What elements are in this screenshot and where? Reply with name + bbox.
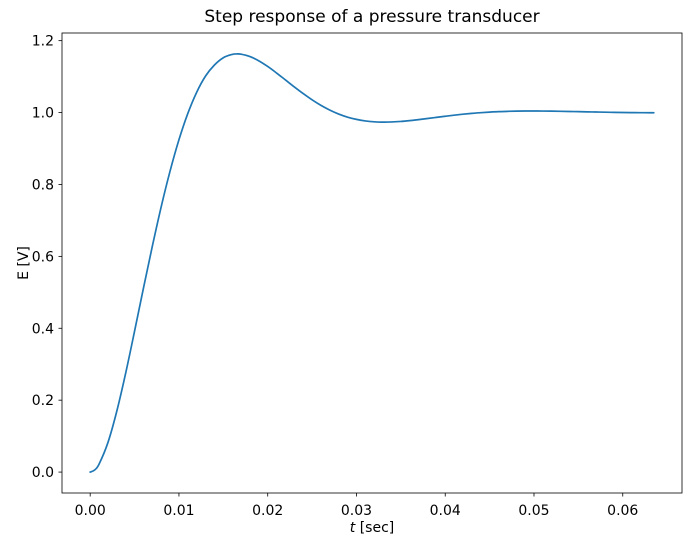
- x-axis-label-unit: [sec]: [355, 520, 395, 536]
- x-tick-label: 0.04: [430, 503, 461, 519]
- x-tick-label: 0.05: [518, 503, 549, 519]
- step-response-line: [89, 53, 655, 473]
- y-axis-label: E [V]: [16, 246, 32, 280]
- y-tick-label: 0.2: [32, 393, 54, 409]
- y-tick-label: 1.2: [32, 34, 54, 50]
- x-tick-label: 0.02: [252, 503, 283, 519]
- y-tick-label: 0.8: [32, 177, 54, 193]
- x-tick-label: 0.01: [163, 503, 194, 519]
- axes-frame: [61, 32, 683, 494]
- y-tick-label: 0.4: [32, 321, 54, 337]
- chart-title: Step response of a pressure transducer: [204, 7, 540, 27]
- x-tick-label: 0.03: [341, 503, 372, 519]
- x-tick-label: 0.06: [607, 503, 638, 519]
- y-tick-label: 1.0: [32, 106, 54, 122]
- x-tick-label: 0.00: [75, 503, 106, 519]
- y-tick-label: 0.0: [32, 465, 54, 481]
- x-axis-label-variable: t: [349, 520, 356, 536]
- x-axis-label: t [sec]: [62, 520, 682, 536]
- y-tick-label: 0.6: [32, 249, 54, 265]
